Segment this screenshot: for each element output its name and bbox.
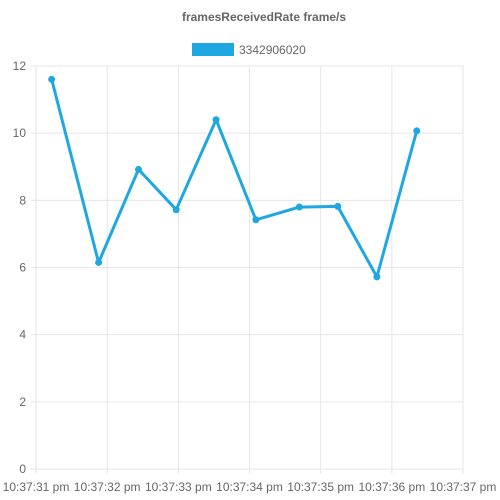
y-tick-label: 2 xyxy=(19,395,26,409)
data-point[interactable] xyxy=(295,203,303,211)
y-tick-label: 8 xyxy=(19,193,26,207)
chart-title: framesReceivedRate frame/s xyxy=(182,10,346,24)
legend[interactable]: 3342906020 xyxy=(192,43,306,57)
x-tick-label: 10:37:33 pm xyxy=(145,480,212,494)
x-axis: 10:37:31 pm 10:37:32 pm 10:37:33 pm 10:37:3… xyxy=(3,480,497,494)
y-tick-label: 0 xyxy=(19,462,26,476)
data-point[interactable] xyxy=(172,206,180,214)
x-tick-label: 10:37:37 pm xyxy=(430,480,497,494)
data-point[interactable] xyxy=(252,216,260,224)
legend-label: 3342906020 xyxy=(239,43,306,57)
grid-lines xyxy=(31,65,464,474)
plot-area xyxy=(48,75,421,281)
y-axis: 0 2 4 6 8 10 12 xyxy=(13,59,27,476)
data-point[interactable] xyxy=(413,127,421,135)
x-tick-label: 10:37:36 pm xyxy=(358,480,425,494)
x-tick-label: 10:37:34 pm xyxy=(216,480,283,494)
data-point[interactable] xyxy=(334,202,342,210)
data-point[interactable] xyxy=(48,75,56,83)
data-point[interactable] xyxy=(134,165,142,173)
y-tick-label: 10 xyxy=(13,126,27,140)
y-tick-label: 4 xyxy=(19,328,26,342)
x-tick-label: 10:37:31 pm xyxy=(3,480,70,494)
x-tick-label: 10:37:35 pm xyxy=(287,480,354,494)
legend-swatch xyxy=(192,43,234,56)
data-point[interactable] xyxy=(95,258,103,266)
y-tick-label: 6 xyxy=(19,261,26,275)
data-point[interactable] xyxy=(212,116,220,124)
x-tick-label: 10:37:32 pm xyxy=(74,480,141,494)
series-line xyxy=(50,77,419,279)
y-tick-label: 12 xyxy=(13,59,27,73)
data-point[interactable] xyxy=(373,273,381,281)
